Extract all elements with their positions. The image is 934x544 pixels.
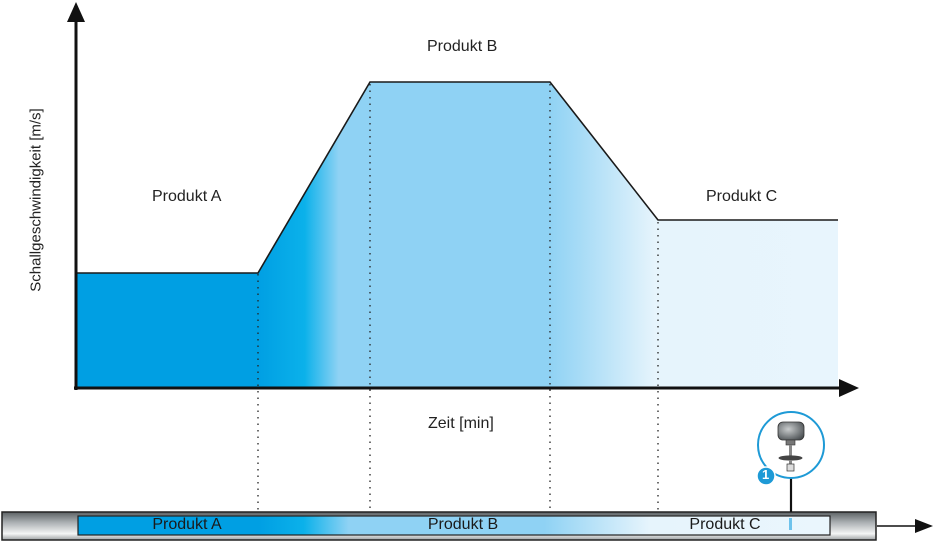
pipe-label-produkt-c: Produkt C <box>689 516 761 533</box>
flow-arrow-icon <box>915 519 933 533</box>
region-label-produkt-b: Produkt B <box>427 38 498 55</box>
x-axis-arrow-icon <box>839 379 859 397</box>
sensor-callout <box>756 411 825 512</box>
speed-curve <box>76 81 838 274</box>
region-label-produkt-c: Produkt C <box>706 188 778 205</box>
dotted-separators <box>257 84 659 540</box>
speed-area <box>76 82 838 388</box>
y-axis-label: Schallgeschwindigkeit [m/s] <box>27 108 45 292</box>
x-axis-label: Zeit [min] <box>428 415 494 432</box>
pipe-label-produkt-b: Produkt B <box>427 516 499 533</box>
region-label-produkt-a: Produkt A <box>152 188 222 205</box>
callout-number: 1 <box>762 467 770 482</box>
pipe <box>1 511 933 541</box>
y-axis-arrow-icon <box>67 2 85 22</box>
axes <box>67 2 859 397</box>
pipe-label-produkt-a: Produkt A <box>152 516 222 533</box>
sensor-device-icon <box>777 421 805 472</box>
callout-number-badge <box>756 466 776 486</box>
